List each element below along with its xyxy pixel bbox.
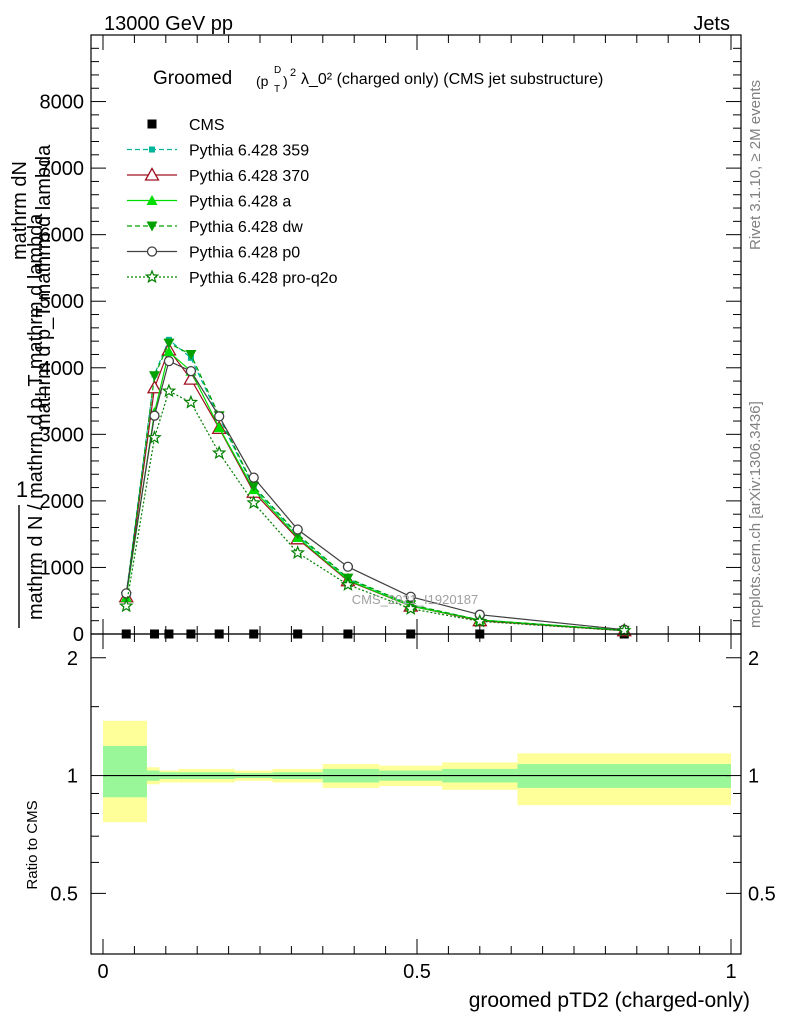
legend-label: Pythia 6.428 a	[189, 194, 291, 211]
data-point	[290, 545, 305, 559]
legend-marker	[147, 119, 157, 129]
data-point	[472, 613, 488, 628]
data-point	[342, 561, 354, 572]
header-right: Jets	[693, 13, 730, 35]
ylabel-line1: mathrm d N / mathrm d p_T mathrm d lambd…	[25, 213, 47, 620]
legend-item: Pythia 6.428 dw	[127, 219, 303, 236]
data-point	[146, 379, 163, 394]
legend-label: Pythia 6.428 dw	[189, 219, 303, 236]
data-point	[148, 371, 160, 382]
svg-text:2: 2	[290, 67, 296, 79]
ratio-y-tick-label: 2	[67, 648, 78, 670]
y-tick-label: 8000	[40, 92, 85, 114]
legend: CMS Pythia 6.428 359 Pythia 6.428 370 Pythi…	[127, 117, 338, 287]
legend-marker	[144, 167, 160, 181]
data-point	[161, 383, 177, 398]
svg-text:T: T	[274, 84, 280, 95]
data-point	[163, 346, 175, 357]
data-point	[213, 422, 225, 433]
legend-label: Pythia 6.428 359	[189, 143, 309, 160]
legend-marker	[146, 195, 158, 205]
legend-item: Pythia 6.428 p0	[127, 245, 300, 262]
legend-item: Pythia 6.428 pro-q2o	[127, 269, 338, 287]
legend-label: Pythia 6.428 370	[189, 168, 309, 185]
data-point	[403, 601, 418, 615]
legend-marker	[146, 221, 158, 232]
rivet-version-label: Rivet 3.1.10, ≥ 2M events	[747, 80, 764, 250]
series-pythia-6-428-p0	[121, 355, 630, 635]
y-tick-label: 2000	[40, 491, 85, 513]
legend-label: CMS	[189, 117, 225, 134]
ylabel-numerator: 1	[16, 477, 28, 502]
data-point	[147, 430, 162, 444]
ratio-y-tick-label: 1	[67, 766, 78, 788]
y-tick-label: 4000	[40, 358, 85, 380]
x-tick-label: 0.5	[403, 961, 431, 983]
legend-item: Pythia 6.428 370	[127, 167, 309, 185]
data-point	[185, 365, 197, 377]
mcplots-label: mcplots.cern.ch [arXiv:1306.3436]	[747, 401, 764, 628]
y-tick-label: 3000	[40, 424, 85, 446]
series-line	[125, 350, 625, 631]
data-point	[185, 349, 197, 360]
data-point	[149, 410, 160, 421]
data-point	[248, 481, 260, 492]
ratio-y-tick-label-right: 0.5	[748, 883, 776, 905]
series-line	[125, 360, 625, 631]
legend-item: Pythia 6.428 359	[127, 143, 309, 160]
data-point	[246, 495, 261, 510]
legend-marker	[144, 269, 160, 284]
ylabel-line3: mathrm d p_T mathrm d lambda	[33, 144, 55, 430]
legend-item: Pythia 6.428 a	[127, 194, 291, 211]
data-point	[340, 577, 356, 591]
data-point	[211, 445, 227, 460]
series-pythia-6-428-359	[123, 336, 628, 634]
ylabel-line2: mathrm dN	[9, 161, 31, 260]
data-point	[248, 472, 259, 483]
ratio-ylabel: Ratio to CMS	[24, 800, 41, 889]
pt-d-squared-symbol: (p D T ) 2	[256, 65, 296, 95]
ratio-y-tick-label: 0.5	[50, 883, 78, 905]
data-point	[616, 623, 632, 637]
ratio-y-tick-label-right: 1	[748, 766, 759, 788]
analysis-watermark: CMS_2021_I1920187	[352, 592, 479, 607]
y-tick-label: 7000	[40, 158, 85, 180]
svg-text:D: D	[274, 65, 281, 76]
data-point	[214, 411, 225, 422]
x-tick-label: 1	[725, 961, 736, 983]
x-tick-label: 0	[97, 961, 108, 983]
legend-label: Pythia 6.428 pro-q2o	[189, 270, 338, 287]
header-left: 13000 GeV pp	[104, 13, 233, 35]
data-point	[118, 598, 134, 613]
legend-label: Pythia 6.428 p0	[189, 245, 300, 262]
y-tick-label: 1000	[40, 557, 85, 579]
series-pythia-6-428-pro-q2o	[118, 383, 632, 637]
ratio-plot-frame	[90, 633, 742, 955]
legend-marker	[146, 246, 158, 257]
data-point	[121, 588, 132, 599]
data-point	[292, 524, 303, 535]
ratio-y-tick-label-right: 2	[748, 648, 759, 670]
chart-title-prefix: Groomed	[153, 68, 232, 89]
y-tick-label: 0	[73, 624, 84, 646]
y-tick-label: 5000	[40, 291, 85, 313]
ratio-axis-ticks: 0.5 0.5 1 1 2 2 0 0.5 1	[50, 634, 776, 983]
y-tick-label: 6000	[40, 225, 85, 247]
legend-marker	[149, 146, 155, 153]
main-axis-ticks: 0 1000 2000 3000 4000 5000 6000 7000 8000	[40, 35, 741, 646]
data-point	[163, 355, 175, 367]
inner-band	[103, 746, 147, 798]
data-point	[163, 338, 175, 349]
data-point	[183, 394, 199, 409]
svg-text:(p: (p	[256, 73, 269, 89]
svg-text:): )	[283, 73, 288, 89]
ratio-uncertainty-bands	[103, 720, 731, 823]
x-axis-label: groomed pTD2 (charged-only)	[469, 989, 750, 1012]
legend-item: CMS	[147, 117, 225, 134]
chart-title-suffix: λ_0² (charged only) (CMS jet substructur…	[301, 71, 603, 88]
series-line	[125, 338, 625, 631]
